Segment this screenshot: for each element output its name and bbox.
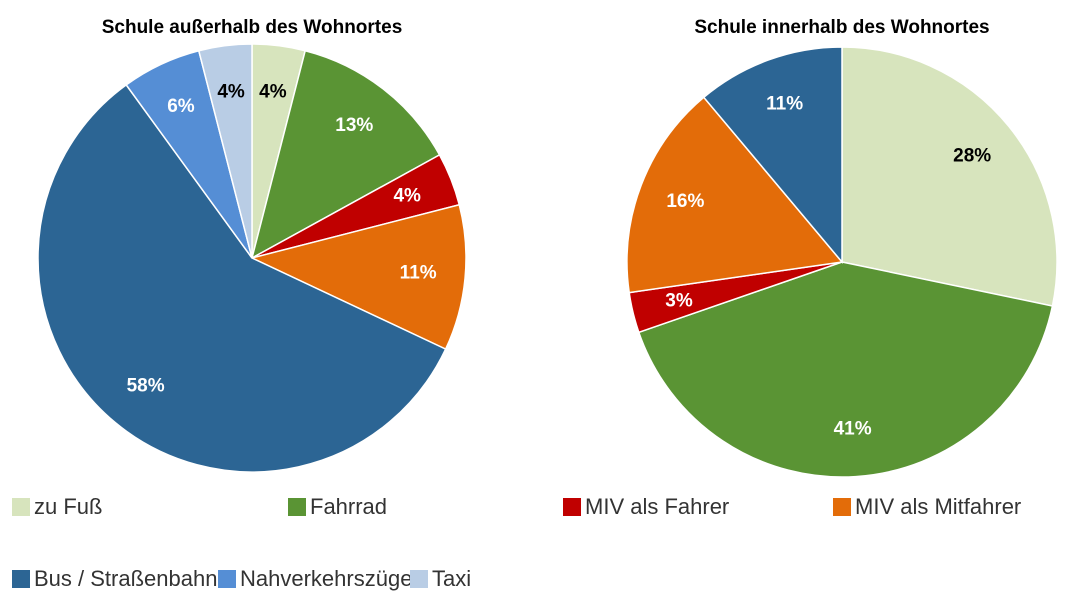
legend-swatch bbox=[218, 570, 236, 588]
data-label: 13% bbox=[335, 115, 373, 136]
legend-swatch bbox=[410, 570, 428, 588]
data-label: 58% bbox=[127, 376, 165, 397]
data-label: 4% bbox=[393, 186, 421, 207]
legend-label: Nahverkehrszüge bbox=[240, 566, 412, 591]
chart-title: Schule außerhalb des Wohnortes bbox=[102, 17, 403, 38]
pie-slice bbox=[626, 96, 844, 294]
pie-slice bbox=[37, 83, 447, 473]
data-label: 11% bbox=[400, 263, 437, 284]
data-label: 3% bbox=[665, 291, 693, 312]
data-label: 28% bbox=[953, 145, 991, 166]
legend-swatch bbox=[563, 498, 581, 516]
legend-label: MIV als Fahrer bbox=[585, 494, 729, 519]
pie-slice bbox=[841, 46, 1058, 307]
pie-slice bbox=[249, 203, 467, 351]
data-label: 16% bbox=[666, 191, 704, 212]
chart-title: Schule innerhalb des Wohnortes bbox=[694, 17, 989, 38]
legend-label: Fahrrad bbox=[310, 494, 387, 519]
legend-swatch bbox=[12, 498, 30, 516]
legend-label: MIV als Mitfahrer bbox=[855, 494, 1021, 519]
legend-swatch bbox=[833, 498, 851, 516]
legend-label: Bus / Straßenbahn bbox=[34, 566, 217, 591]
pie-slice bbox=[702, 46, 843, 265]
pie-slice bbox=[250, 49, 441, 260]
legend-swatch bbox=[12, 570, 30, 588]
data-label: 6% bbox=[167, 96, 195, 117]
legend-label: zu Fuß bbox=[34, 494, 102, 519]
pie-slice bbox=[637, 261, 1054, 478]
data-label: 11% bbox=[766, 93, 803, 114]
data-label: 41% bbox=[834, 418, 872, 439]
legend-swatch bbox=[288, 498, 306, 516]
pie-slice bbox=[197, 43, 253, 259]
data-label: 4% bbox=[217, 81, 245, 102]
legend-label: Taxi bbox=[432, 566, 471, 591]
data-label: 4% bbox=[259, 81, 287, 102]
